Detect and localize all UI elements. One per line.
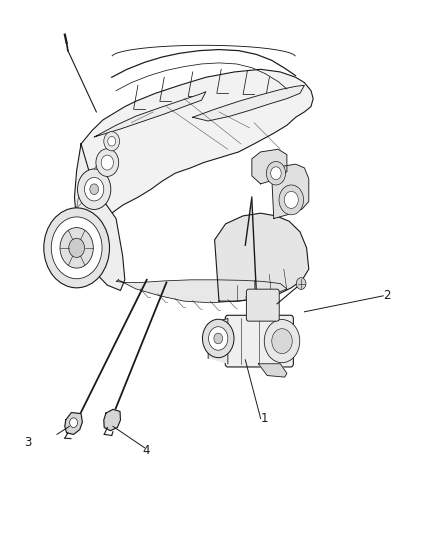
- Circle shape: [214, 333, 223, 344]
- Polygon shape: [272, 164, 309, 219]
- Circle shape: [101, 155, 113, 170]
- Circle shape: [272, 329, 292, 353]
- Circle shape: [108, 136, 116, 146]
- Circle shape: [266, 161, 286, 185]
- Text: 4: 4: [142, 444, 150, 457]
- Polygon shape: [104, 409, 120, 431]
- Circle shape: [96, 149, 119, 176]
- Circle shape: [208, 327, 228, 350]
- Polygon shape: [215, 213, 309, 301]
- Polygon shape: [74, 144, 125, 290]
- Circle shape: [85, 177, 104, 201]
- Circle shape: [202, 319, 234, 358]
- Circle shape: [78, 169, 111, 209]
- Polygon shape: [65, 413, 82, 434]
- Polygon shape: [116, 280, 287, 303]
- Circle shape: [264, 320, 300, 362]
- Polygon shape: [94, 92, 206, 137]
- Circle shape: [69, 238, 85, 257]
- Circle shape: [51, 217, 102, 279]
- Circle shape: [90, 184, 99, 195]
- Polygon shape: [193, 85, 304, 121]
- Polygon shape: [258, 364, 287, 377]
- Polygon shape: [77, 69, 313, 219]
- Circle shape: [296, 278, 306, 289]
- Circle shape: [44, 208, 110, 288]
- Circle shape: [104, 132, 120, 151]
- Circle shape: [271, 167, 281, 180]
- Circle shape: [70, 418, 78, 427]
- Text: 1: 1: [261, 412, 268, 425]
- Circle shape: [284, 191, 298, 208]
- Circle shape: [60, 228, 93, 268]
- Text: 3: 3: [24, 436, 32, 449]
- FancyBboxPatch shape: [225, 316, 293, 367]
- Circle shape: [279, 185, 304, 215]
- FancyBboxPatch shape: [246, 289, 279, 321]
- Text: 2: 2: [383, 289, 391, 302]
- Polygon shape: [208, 319, 228, 364]
- Polygon shape: [252, 149, 287, 184]
